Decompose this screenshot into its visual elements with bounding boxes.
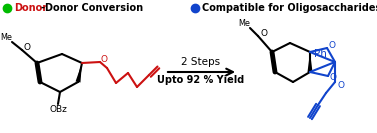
Text: 2 Steps: 2 Steps bbox=[181, 57, 221, 67]
Text: O: O bbox=[328, 41, 336, 51]
Text: O: O bbox=[261, 30, 268, 38]
Text: -Donor Conversion: -Donor Conversion bbox=[41, 3, 143, 13]
Text: O: O bbox=[23, 43, 31, 51]
Text: O: O bbox=[101, 55, 107, 65]
Text: O: O bbox=[329, 74, 337, 82]
Polygon shape bbox=[75, 63, 82, 82]
Text: Ph: Ph bbox=[314, 49, 326, 59]
Text: Upto 92 % Yield: Upto 92 % Yield bbox=[157, 75, 245, 85]
Text: Me: Me bbox=[238, 20, 250, 28]
Text: O: O bbox=[337, 82, 345, 90]
Text: Me: Me bbox=[0, 34, 12, 43]
Polygon shape bbox=[308, 52, 313, 72]
Text: Compatible for Oligosaccharides: Compatible for Oligosaccharides bbox=[202, 3, 377, 13]
Text: Donor: Donor bbox=[14, 3, 47, 13]
Text: OBz: OBz bbox=[49, 105, 67, 115]
